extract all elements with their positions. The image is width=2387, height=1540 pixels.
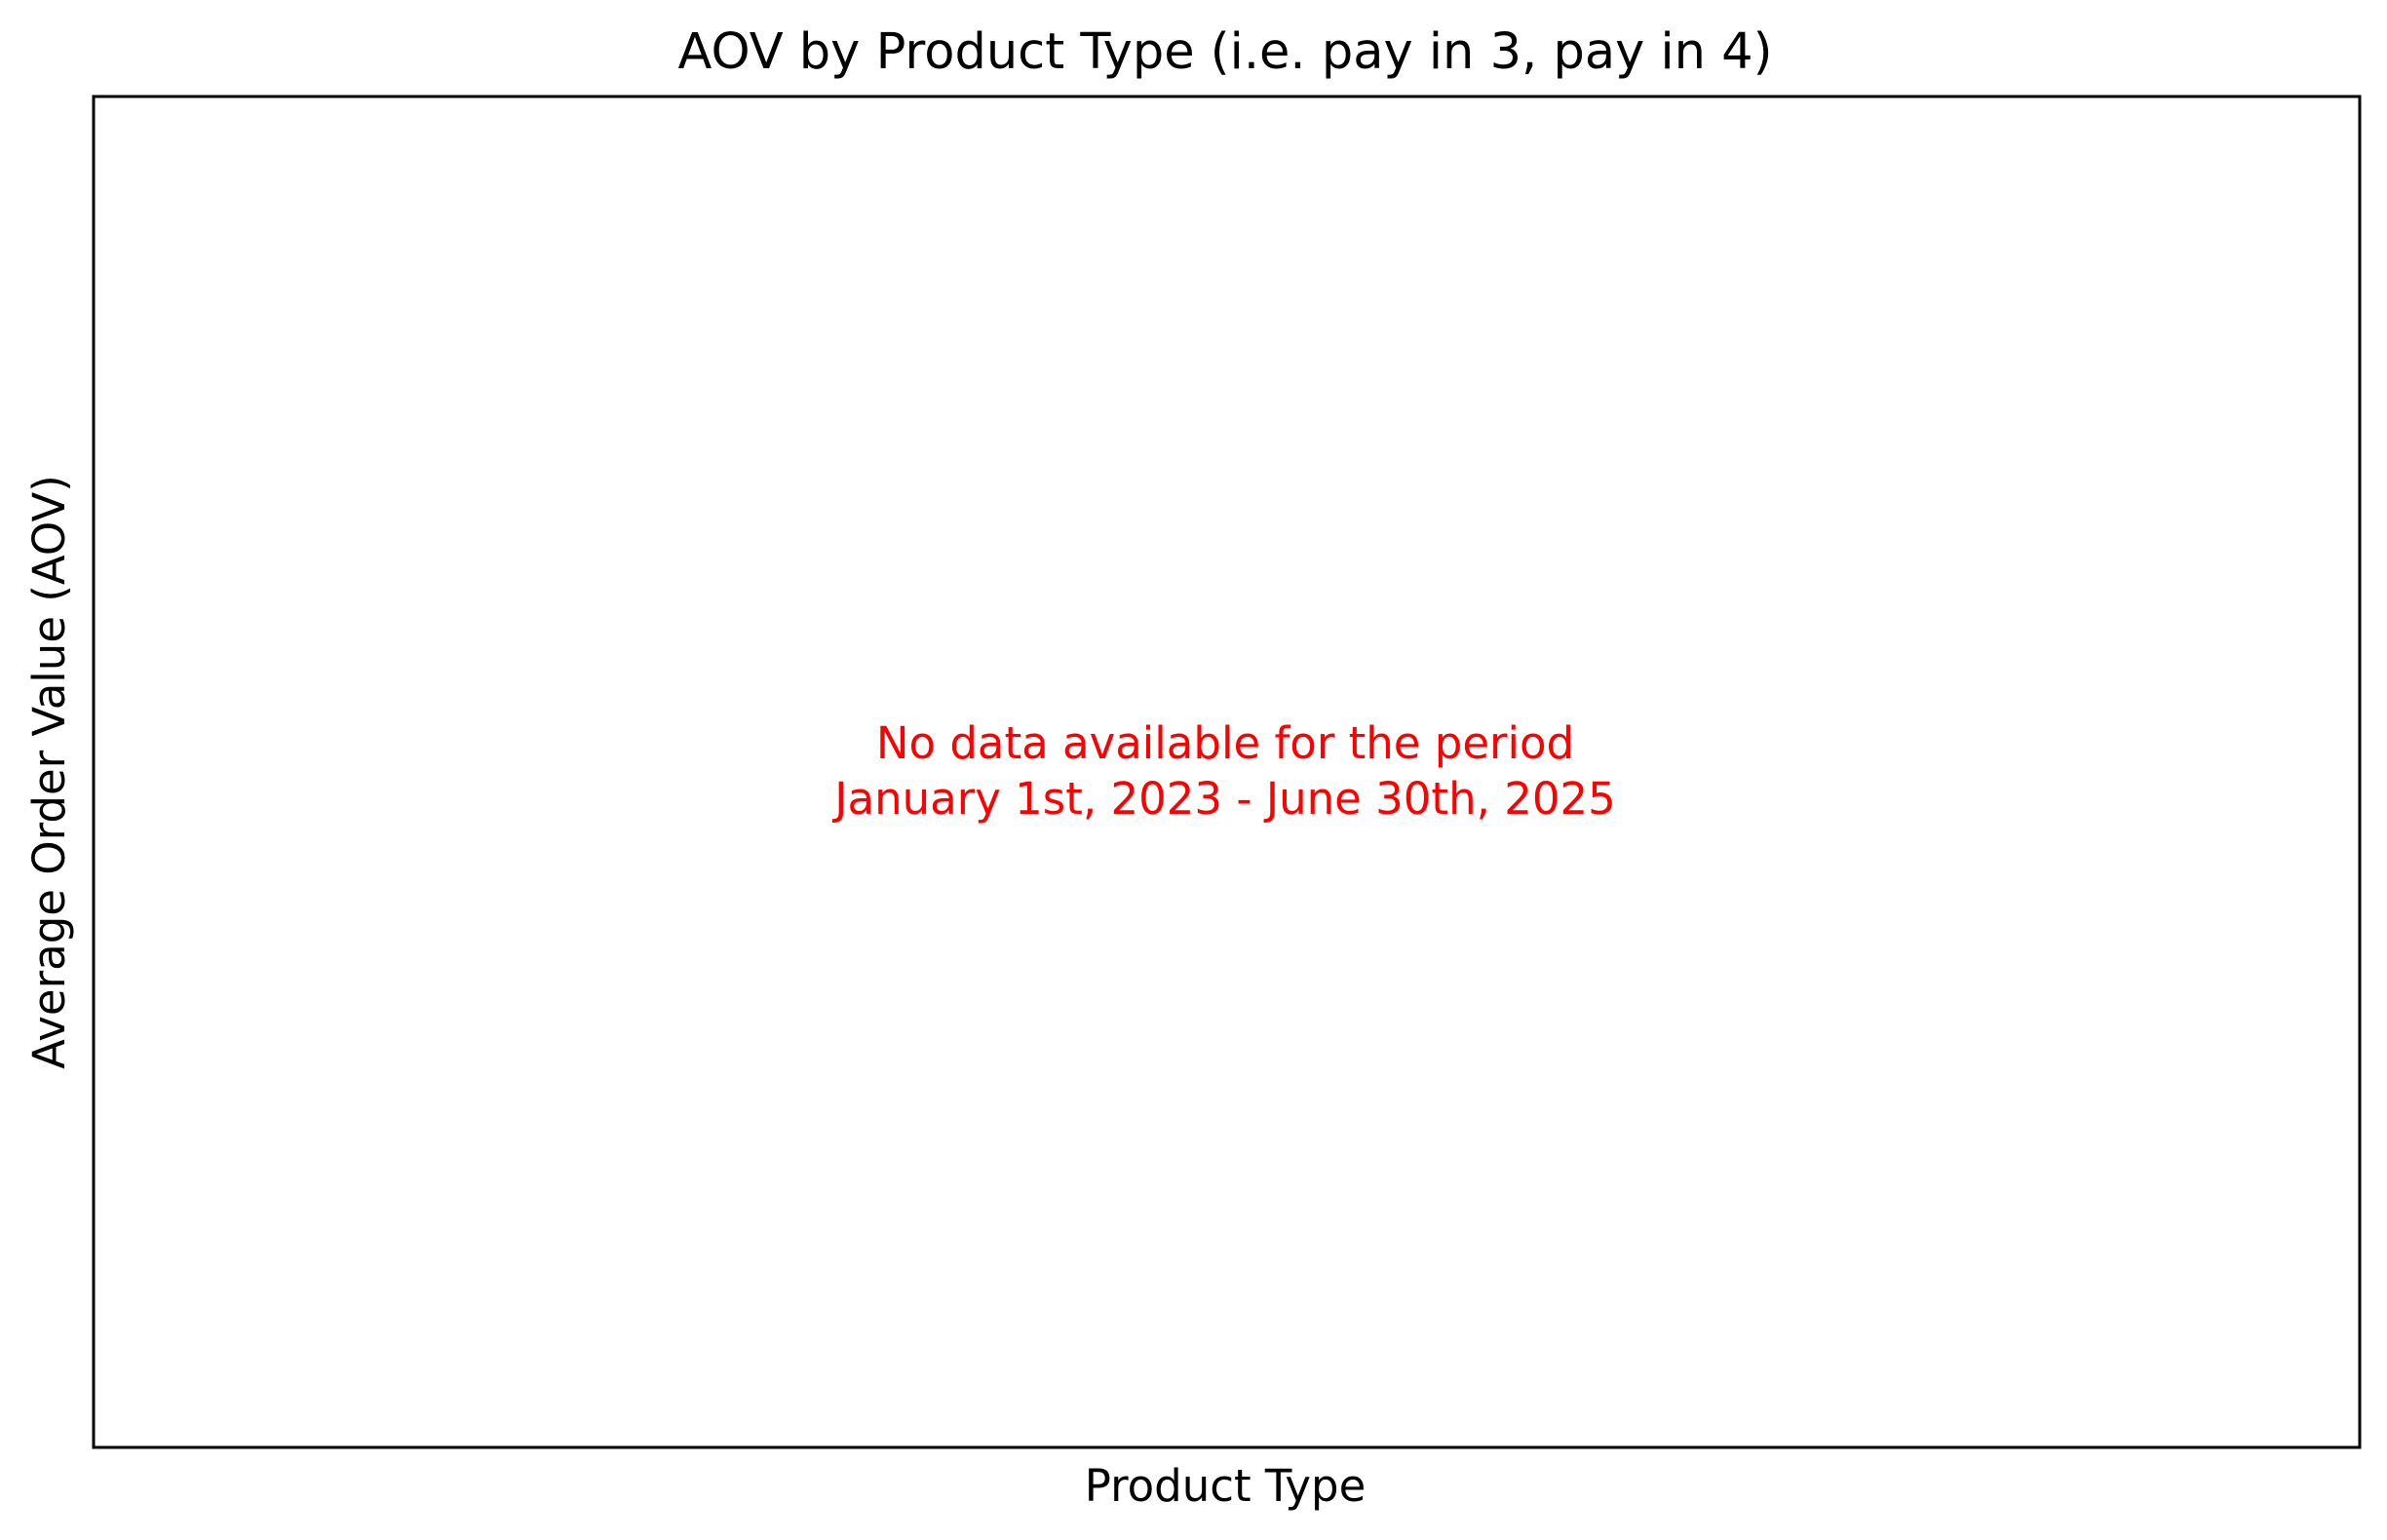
plot-area-frame xyxy=(92,95,2362,1449)
no-data-message-line2: January 1st, 2023 - June 30th, 2025 xyxy=(831,773,1615,825)
chart-title: AOV by Product Type (i.e. pay in 3, pay … xyxy=(677,23,1772,81)
x-axis-label: Product Type xyxy=(1085,1460,1367,1512)
y-axis-label: Average Order Value (AOV) xyxy=(23,475,75,1069)
no-data-message-line1: No data available for the period xyxy=(876,717,1574,769)
